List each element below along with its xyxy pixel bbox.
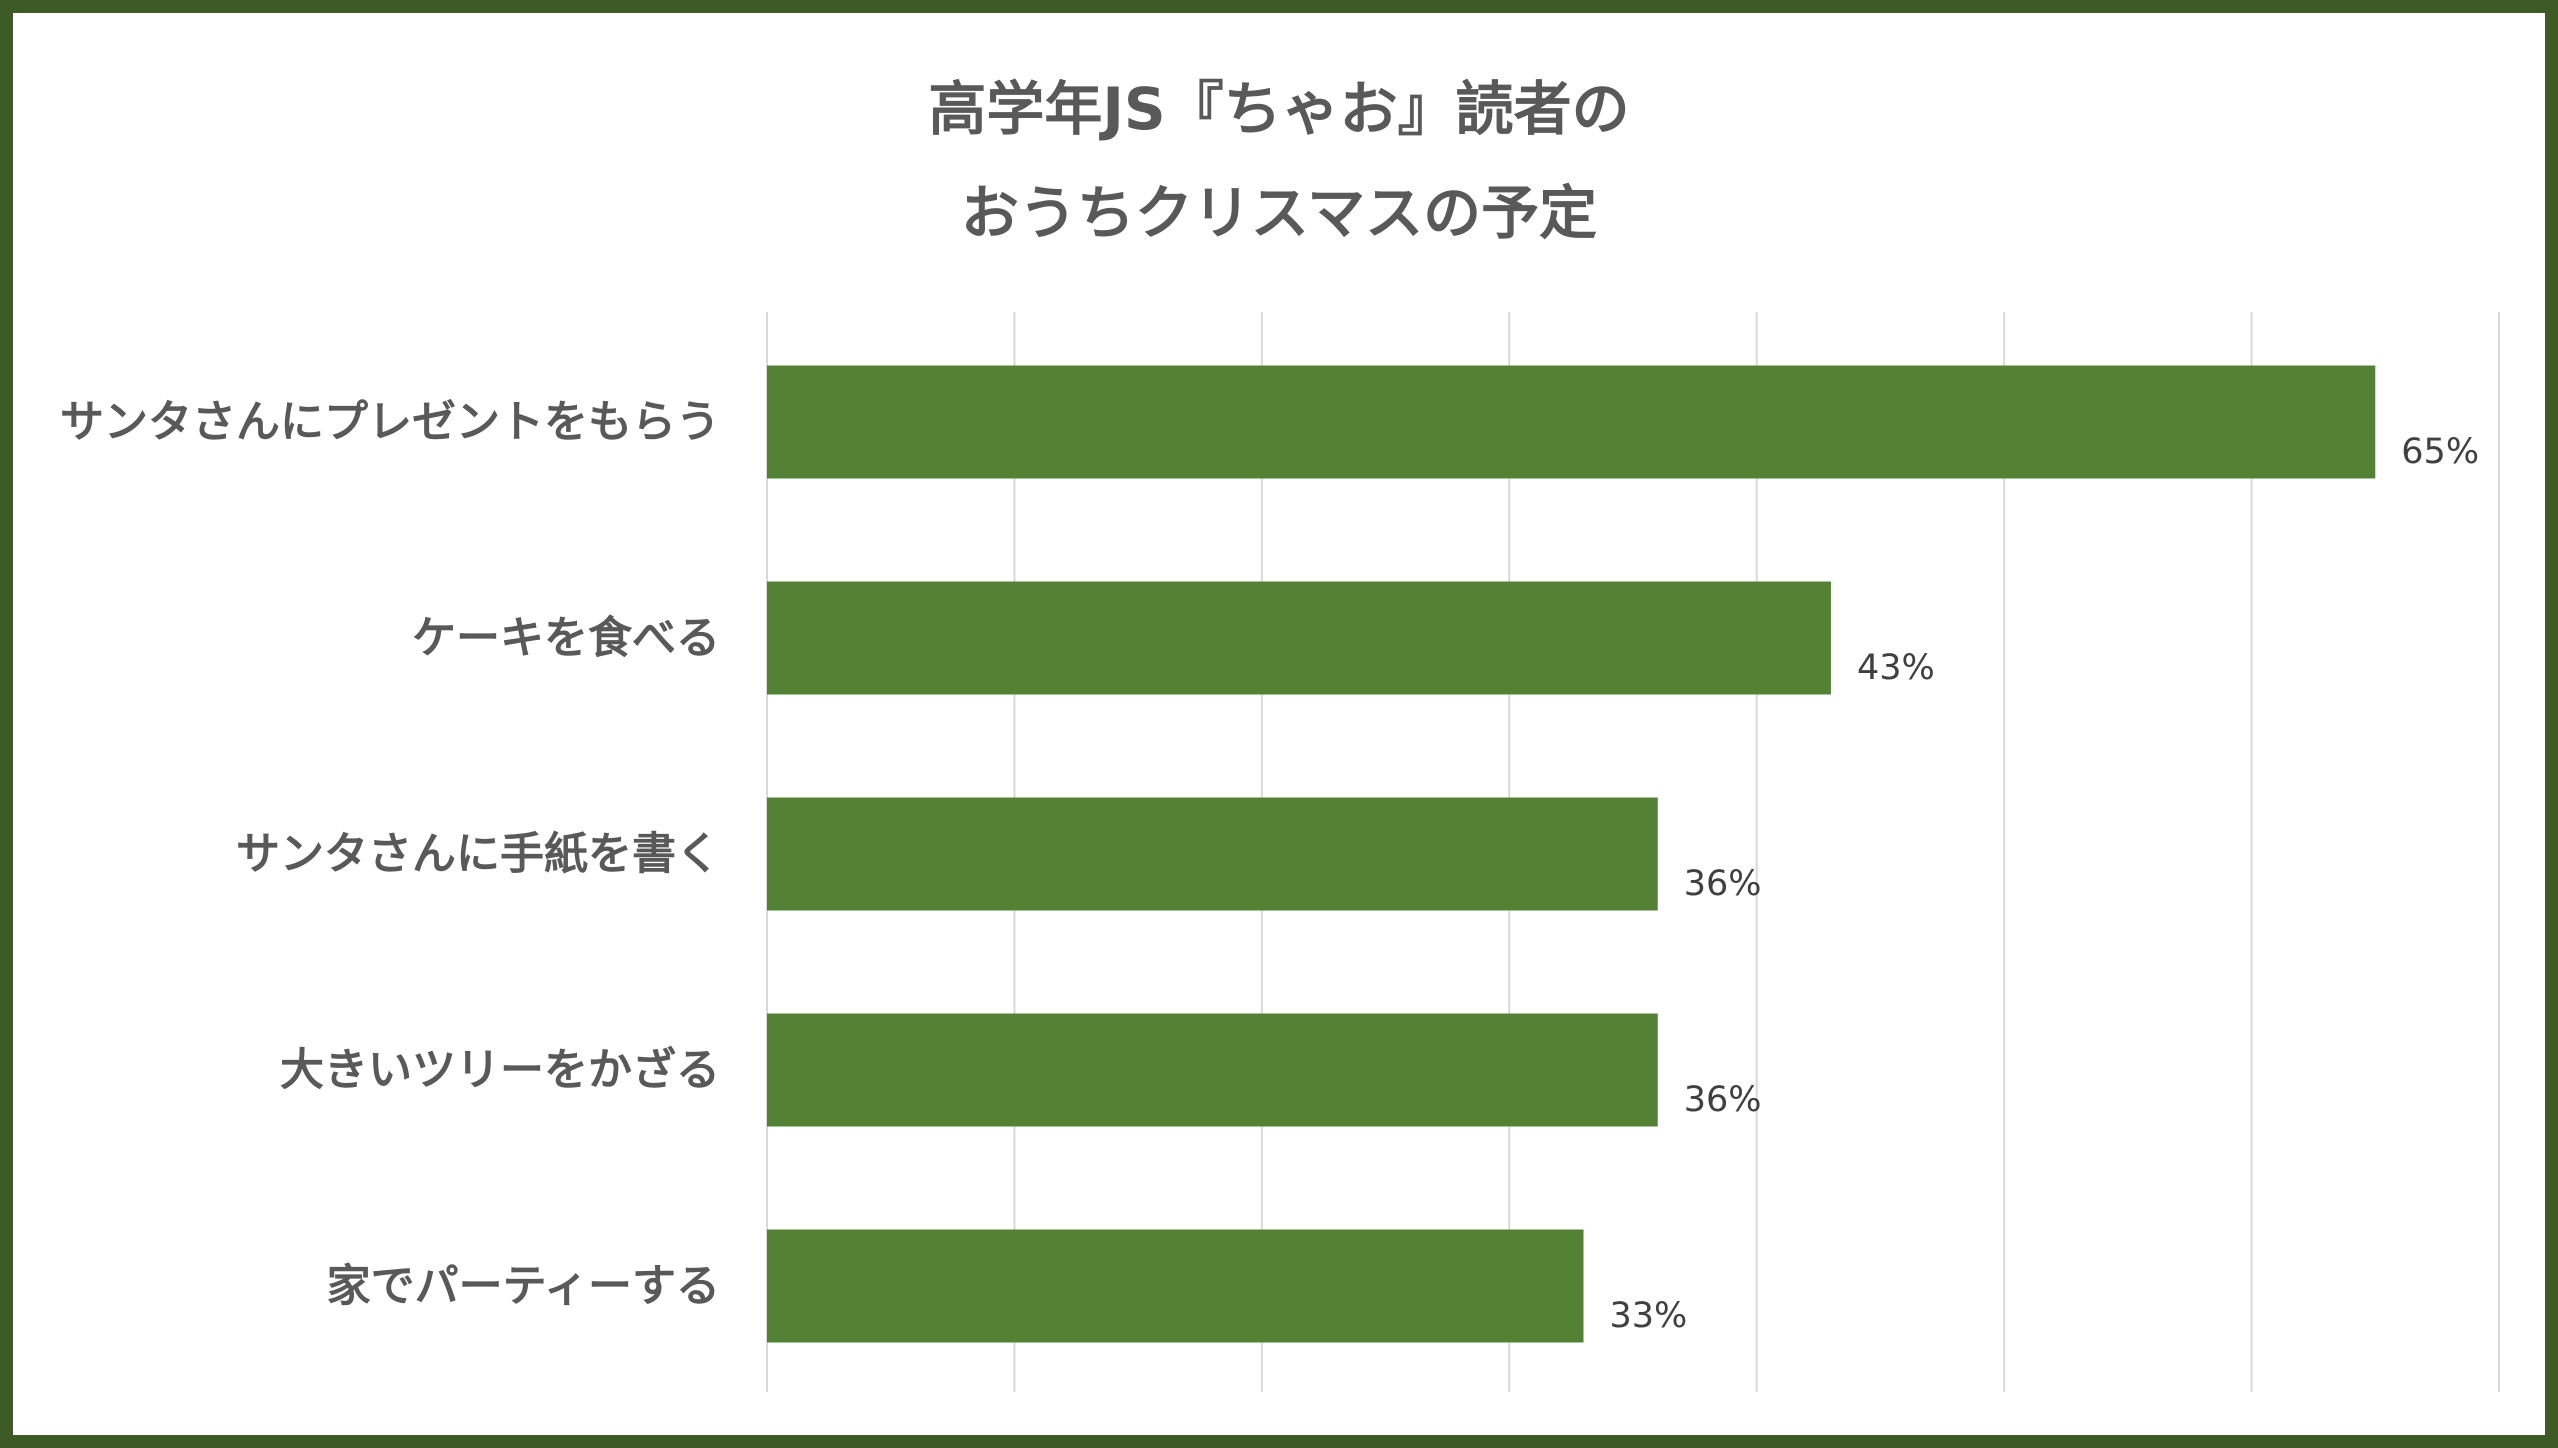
category-labels: サンタさんにプレゼントをもらうケーキを食べるサンタさんに手紙を書く大きいツリーを… [60,397,720,1312]
value-label: 43% [1857,648,1935,688]
category-label: 家でパーティーする [327,1261,720,1312]
bar [767,365,2376,479]
value-label: 65% [2401,432,2479,472]
bars [767,365,2376,1343]
bar [767,797,1658,911]
value-label: 36% [1684,1080,1762,1120]
category-label: 大きいツリーをかざる [280,1045,720,1096]
value-label: 33% [1610,1296,1688,1336]
category-label: ケーキを食べる [412,613,720,664]
value-label: 36% [1684,864,1762,904]
bar [767,581,1831,695]
value-labels: 65% 43% 36% 36% 33% [1610,432,2480,1336]
category-label: サンタさんにプレゼントをもらう [60,397,720,448]
bar [767,1013,1658,1127]
category-label: サンタさんに手紙を書く [236,829,720,880]
chart-title-line-1: 高学年JS『ちゃお』読者の [928,75,1630,143]
chart-title-line-2: おうちクリスマスの予定 [960,179,1598,247]
bar [767,1229,1584,1343]
